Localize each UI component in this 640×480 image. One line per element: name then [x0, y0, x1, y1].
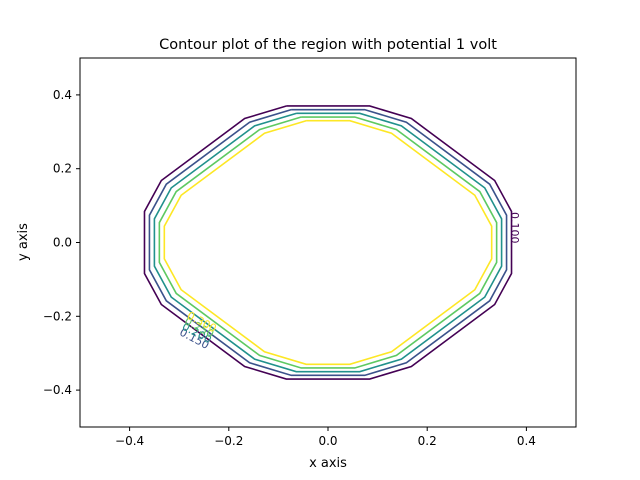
y-tick-label: 0.0 — [53, 236, 72, 250]
x-tick-label: 0.2 — [418, 434, 437, 448]
y-tick-label: 0.2 — [53, 162, 72, 176]
contour-lines — [143, 105, 513, 380]
contour-line-4 — [163, 119, 493, 366]
contour-line-0 — [143, 105, 513, 380]
contour-line-2 — [153, 112, 503, 373]
contour-line-1 — [148, 108, 508, 377]
x-tick-label: 0.4 — [517, 434, 536, 448]
x-axis-label: x axis — [309, 456, 347, 471]
contour-line-3 — [158, 116, 498, 369]
y-axis-label: y axis — [16, 223, 31, 261]
y-tick-label: 0.4 — [53, 88, 72, 102]
x-tick-label: −0.2 — [214, 434, 243, 448]
x-tick-label: −0.4 — [115, 434, 144, 448]
y-tick-label: −0.2 — [43, 309, 72, 323]
x-tick-label: 0.0 — [318, 434, 337, 448]
x-axis-ticks: −0.4 −0.2 0.0 0.2 0.4 — [115, 427, 536, 448]
chart-title: Contour plot of the region with potentia… — [159, 37, 497, 53]
contour-label-0: 0.100 — [508, 212, 521, 244]
y-tick-label: −0.4 — [43, 383, 72, 397]
y-axis-ticks: −0.4 −0.2 0.0 0.2 0.4 — [43, 88, 80, 397]
